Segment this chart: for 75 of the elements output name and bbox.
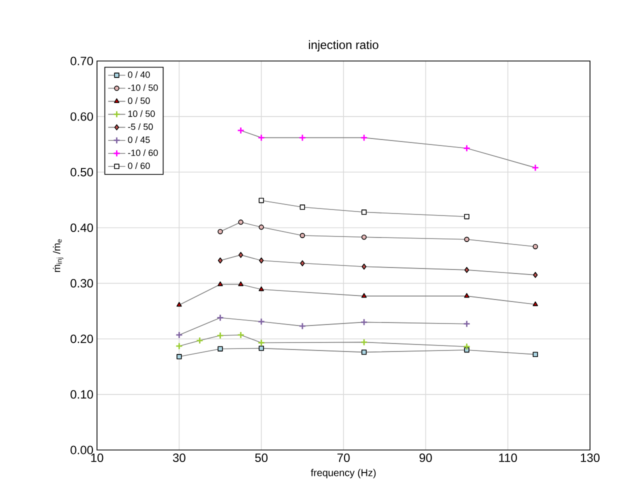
point (175, 342, 183, 350)
point (216, 332, 224, 340)
point (258, 134, 266, 142)
legend-label: 0 / 50 (128, 97, 150, 104)
point (298, 322, 306, 330)
point (196, 336, 204, 344)
point (258, 198, 264, 204)
point (360, 338, 368, 346)
point (532, 164, 540, 172)
point (216, 314, 224, 322)
point (463, 320, 470, 328)
point (218, 229, 223, 234)
point (258, 258, 264, 264)
y-tick-label: 0.20 (70, 334, 94, 344)
point (532, 301, 538, 306)
point (464, 236, 470, 242)
point (464, 293, 470, 298)
point (258, 339, 266, 346)
x-tick-label: 90 (420, 454, 432, 462)
legend-label: -5 / 50 (128, 123, 153, 130)
legend-label: 0 / 60 (128, 162, 150, 169)
y-tick-label: 0.60 (70, 112, 94, 121)
point (361, 350, 367, 355)
point (218, 281, 223, 286)
point (258, 224, 264, 230)
point (237, 331, 244, 339)
legend-label: -10 / 50 (128, 84, 158, 91)
point (176, 302, 182, 307)
point (361, 293, 367, 298)
x-tick-label: 130 (580, 454, 600, 462)
point (238, 220, 244, 225)
x-tick-label: 50 (255, 454, 268, 462)
point (360, 134, 368, 142)
point (218, 258, 223, 264)
point (237, 126, 244, 134)
point (463, 144, 470, 152)
y-tick-label: 0.40 (70, 223, 94, 232)
y-axis-title: ṁ$_{inj}$ /ṁ$_{e}$ (52, 239, 64, 272)
point (300, 232, 306, 238)
y-tick-label: 0.30 (70, 279, 94, 288)
point (463, 342, 470, 350)
point (300, 260, 305, 266)
point (361, 210, 367, 215)
point (360, 318, 368, 326)
point (238, 252, 244, 258)
y-tick-label: 0.50 (70, 168, 94, 176)
legend-label: 10 / 50 (128, 110, 155, 117)
legend-label: -10 / 60 (128, 149, 158, 156)
point (361, 234, 367, 240)
point (175, 331, 183, 339)
point (532, 352, 538, 358)
legend-label: 0 / 40 (128, 71, 150, 78)
point (464, 266, 470, 273)
x-tick-label: 30 (172, 454, 186, 462)
point (258, 318, 266, 326)
point (533, 272, 538, 278)
point (362, 264, 366, 270)
x-tick-label: 70 (337, 454, 350, 462)
point (258, 286, 264, 292)
point (298, 134, 306, 142)
point (464, 214, 470, 220)
point (532, 244, 538, 250)
legend-label: 0 / 45 (128, 136, 150, 143)
point (300, 204, 306, 210)
x-tick-label: 110 (499, 454, 517, 462)
point (218, 346, 223, 352)
y-tick-label: 0.70 (70, 56, 94, 66)
x-tick-label: 10 (91, 454, 104, 462)
y-tick-label: 0.10 (70, 390, 94, 399)
point (176, 354, 182, 360)
point (238, 281, 244, 286)
chart-title: injection ratio (308, 40, 378, 52)
point (258, 346, 264, 351)
y-tick-label: 0.00 (70, 446, 94, 454)
x-axis-title: frequency (Hz) (310, 468, 376, 478)
